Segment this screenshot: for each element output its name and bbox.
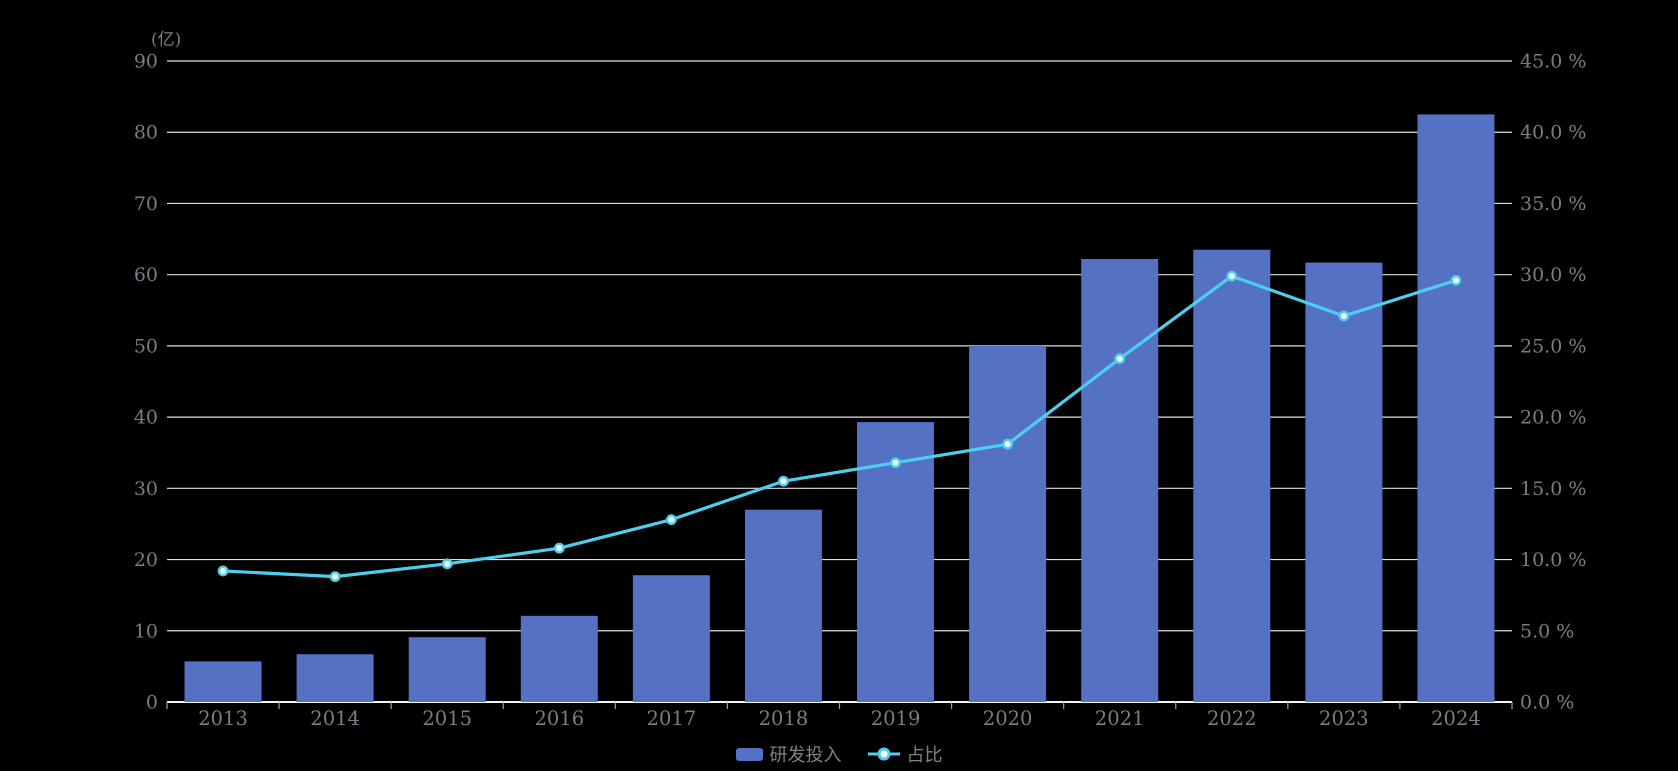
line-point-2013[interactable] [217,565,229,577]
x-axis-category-label: 2022 [1207,707,1257,730]
line-point-2020[interactable] [1002,438,1014,450]
x-axis-category-label: 2020 [983,707,1033,730]
bar-series-swatch-icon [735,747,763,761]
left-axis-unit-label: (亿) [151,30,182,50]
legend-label: 占比 [906,745,943,766]
left-axis-tick-label: 90 [134,51,158,73]
bar-2023[interactable] [1305,262,1383,702]
right-axis-tick-label: 0.0 % [1520,692,1574,714]
legend-item-line-series[interactable]: 占比 [867,741,943,767]
left-axis-tick-label: 80 [134,122,158,144]
x-axis-category-label: 2021 [1095,707,1145,730]
legend: 研发投入 占比 [0,739,1678,769]
bar-2019[interactable] [857,422,935,702]
right-axis-tick-label: 25.0 % [1520,335,1586,357]
left-axis-tick-label: 70 [134,193,158,215]
bar-2016[interactable] [520,615,598,702]
bar-2022[interactable] [1193,249,1271,702]
right-axis-tick-label: 5.0 % [1520,620,1574,642]
bar-2021[interactable] [1081,258,1159,702]
left-axis-tick-label: 40 [134,407,158,429]
line-point-2018[interactable] [778,475,789,487]
right-axis-tick-label: 10.0 % [1520,549,1586,571]
line-point-2021[interactable] [1114,353,1126,365]
line-point-2023[interactable] [1338,310,1350,322]
line-point-2017[interactable] [665,514,677,526]
x-axis-category-label: 2023 [1319,707,1369,730]
line-point-2019[interactable] [890,457,901,469]
legend-label: 研发投入 [769,745,842,766]
right-axis-tick-label: 40.0 % [1520,122,1586,144]
x-axis-category-label: 2016 [534,707,584,730]
left-axis-tick-label: 50 [134,335,158,357]
x-axis-category-label: 2013 [198,707,248,730]
right-axis-tick-label: 35.0 % [1520,193,1586,215]
line-point-2022[interactable] [1226,270,1238,282]
right-axis-tick-label: 45.0 % [1520,51,1586,73]
right-axis-tick-label: 15.0 % [1520,478,1586,500]
line-point-2024[interactable] [1450,274,1462,286]
line-point-2015[interactable] [441,558,453,570]
x-axis-category-label: 2015 [422,707,472,730]
left-axis-tick-label: 30 [134,478,158,500]
legend-item-bar-series[interactable]: 研发投入 [735,741,842,767]
line-point-2014[interactable] [329,571,341,583]
bar-2015[interactable] [408,637,486,702]
x-axis-category-label: 2019 [871,707,921,730]
line-series [221,274,1458,579]
line-point-2016[interactable] [553,542,565,554]
bar-2024[interactable] [1417,114,1495,702]
bar-2017[interactable] [632,575,710,702]
x-axis-category-label: 2014 [310,707,360,730]
bar-2020[interactable] [969,345,1047,702]
x-axis-category-label: 2018 [759,707,809,730]
bar-2018[interactable] [744,509,822,702]
bar-2013[interactable] [184,661,262,702]
x-axis-category-label: 2024 [1431,707,1481,730]
left-axis-tick-label: 60 [134,264,158,286]
right-axis-tick-label: 20.0 % [1520,407,1586,429]
left-axis-tick-label: 20 [134,549,158,571]
bar-2014[interactable] [296,654,374,702]
x-axis-category-label: 2017 [647,707,697,730]
left-axis-tick-label: 10 [134,620,158,642]
line-series-swatch-icon [867,746,900,762]
left-axis-tick-label: 0 [146,692,158,714]
right-axis-tick-label: 30.0 % [1520,264,1586,286]
